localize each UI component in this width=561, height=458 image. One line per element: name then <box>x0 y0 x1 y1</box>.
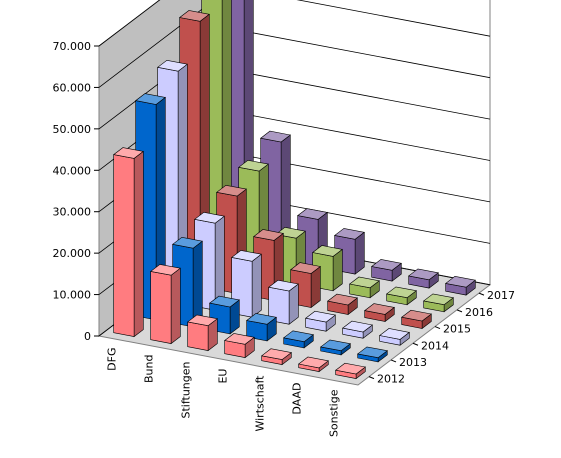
series-label: 2016 <box>465 306 493 319</box>
y-tick-label: 30.000 <box>53 206 92 219</box>
y-tick-label: 0 <box>84 330 91 343</box>
y-tick-label: 60.000 <box>53 81 92 94</box>
depth-tick-mark <box>368 376 375 380</box>
series-depth-labels: 2012 2013 2014 2015 2016 2017 <box>368 289 515 386</box>
x-tick-label: Bund <box>143 355 156 383</box>
bar <box>356 346 389 363</box>
series-label: 2012 <box>377 373 405 386</box>
bar <box>400 309 433 330</box>
bar <box>186 314 219 352</box>
bar <box>245 313 278 342</box>
series-label: 2014 <box>421 339 449 352</box>
y-tick-label: 10.000 <box>53 289 92 302</box>
depth-tick-mark <box>456 309 463 313</box>
bar <box>385 286 418 306</box>
y-axis-tick-labels: 0 10.000 20.000 30.000 40.000 50.000 60.000 70.… <box>53 40 92 343</box>
bars <box>112 0 477 380</box>
y-tick-label: 40.000 <box>53 164 92 177</box>
depth-tick-mark <box>390 359 397 363</box>
bar <box>208 295 241 335</box>
bar <box>370 259 403 282</box>
depth-tick-mark <box>412 342 419 346</box>
x-tick-label: DAAD <box>291 383 304 415</box>
x-tick-label: DFG <box>106 348 119 371</box>
bar <box>444 275 477 296</box>
gridline <box>98 0 161 47</box>
bar <box>407 268 440 289</box>
x-tick-label: Stiftungen <box>180 361 193 418</box>
bar <box>297 356 330 373</box>
x-tick-label: EU <box>217 369 230 384</box>
series-label: 2015 <box>443 323 471 336</box>
x-axis-tick-labels: DFG Bund Stiftungen EU Wirtschaft DAAD Sonstig… <box>106 348 341 438</box>
x-tick-label: Sonstige <box>328 389 341 437</box>
depth-tick-mark <box>478 292 485 296</box>
bar <box>260 348 293 366</box>
bar <box>341 320 374 339</box>
bar <box>422 293 455 313</box>
x-tick-label: Wirtschaft <box>254 375 267 432</box>
bar <box>326 293 359 316</box>
bar <box>378 328 411 346</box>
gridline <box>98 0 491 88</box>
depth-tick-mark <box>434 326 441 330</box>
bar <box>289 262 322 309</box>
y-tick-label: 70.000 <box>53 40 92 53</box>
bar <box>319 339 352 356</box>
bar <box>334 362 367 380</box>
bar <box>363 303 396 323</box>
y-tick-label: 50.000 <box>53 123 92 136</box>
series-label: 2013 <box>399 356 427 369</box>
bar <box>267 279 300 325</box>
bar <box>348 276 381 299</box>
bar <box>223 333 256 359</box>
bar <box>304 310 337 332</box>
bar <box>112 147 145 338</box>
bar <box>149 264 182 345</box>
series-label: 2017 <box>487 289 515 302</box>
bar <box>282 330 315 349</box>
y-tick-label: 20.000 <box>53 247 92 260</box>
